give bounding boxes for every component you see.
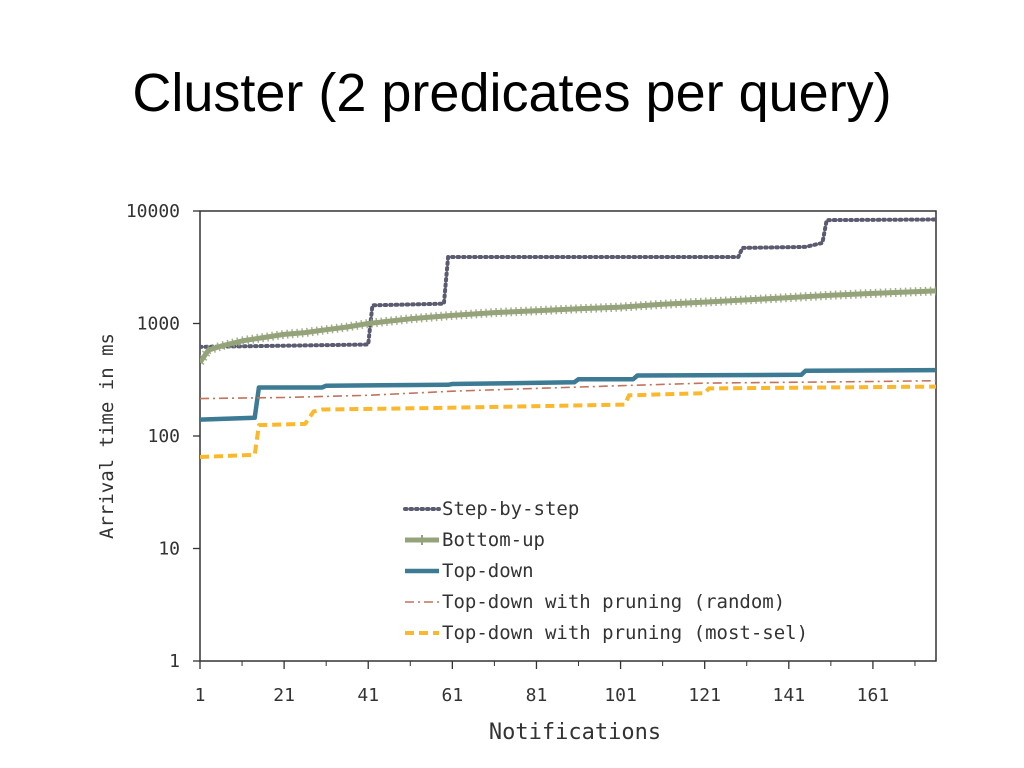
y-tick-label: 1000 xyxy=(137,314,180,335)
legend-label: Step-by-step xyxy=(442,498,579,520)
legend: Step-by-step Bottom-up Top-down Top-down wi… xyxy=(403,498,808,644)
y-axis-label: Arrival time in ms xyxy=(96,333,118,539)
x-axis-label: Notifications xyxy=(489,720,661,745)
series-line-4 xyxy=(200,379,936,400)
x-tick-label: 161 xyxy=(857,685,890,706)
series-line-3 xyxy=(200,367,936,422)
legend-label: Top-down xyxy=(442,560,534,582)
y-tick-label: 10 xyxy=(158,539,180,560)
y-axis: 1 10 100 1000 10000 xyxy=(126,201,200,672)
x-tick-label: 61 xyxy=(441,685,463,706)
series-line-1 xyxy=(200,217,936,349)
legend-label: Top-down with pruning (random) xyxy=(442,591,785,613)
x-tick-label: 81 xyxy=(526,685,548,706)
legend-label: Top-down with pruning (most-sel) xyxy=(442,622,808,644)
x-axis: 1 21 41 61 81 101 121 141 161 xyxy=(195,661,916,706)
y-tick-label: 10000 xyxy=(126,201,180,222)
x-tick-label: 121 xyxy=(688,685,721,706)
y-tick-label: 1 xyxy=(169,651,180,672)
x-tick-label: 21 xyxy=(273,685,295,706)
series-lines xyxy=(200,217,936,459)
series-markers-2 xyxy=(200,286,936,366)
x-tick-label: 41 xyxy=(357,685,379,706)
series-line-5 xyxy=(200,384,936,459)
legend-label: Bottom-up xyxy=(442,529,545,551)
y-tick-label: 100 xyxy=(147,426,180,447)
x-tick-label: 141 xyxy=(773,685,806,706)
x-tick-label: 1 xyxy=(195,685,206,706)
slide-title: Cluster (2 predicates per query) xyxy=(132,63,892,123)
x-tick-label: 101 xyxy=(604,685,637,706)
series-line-2 xyxy=(200,288,936,364)
